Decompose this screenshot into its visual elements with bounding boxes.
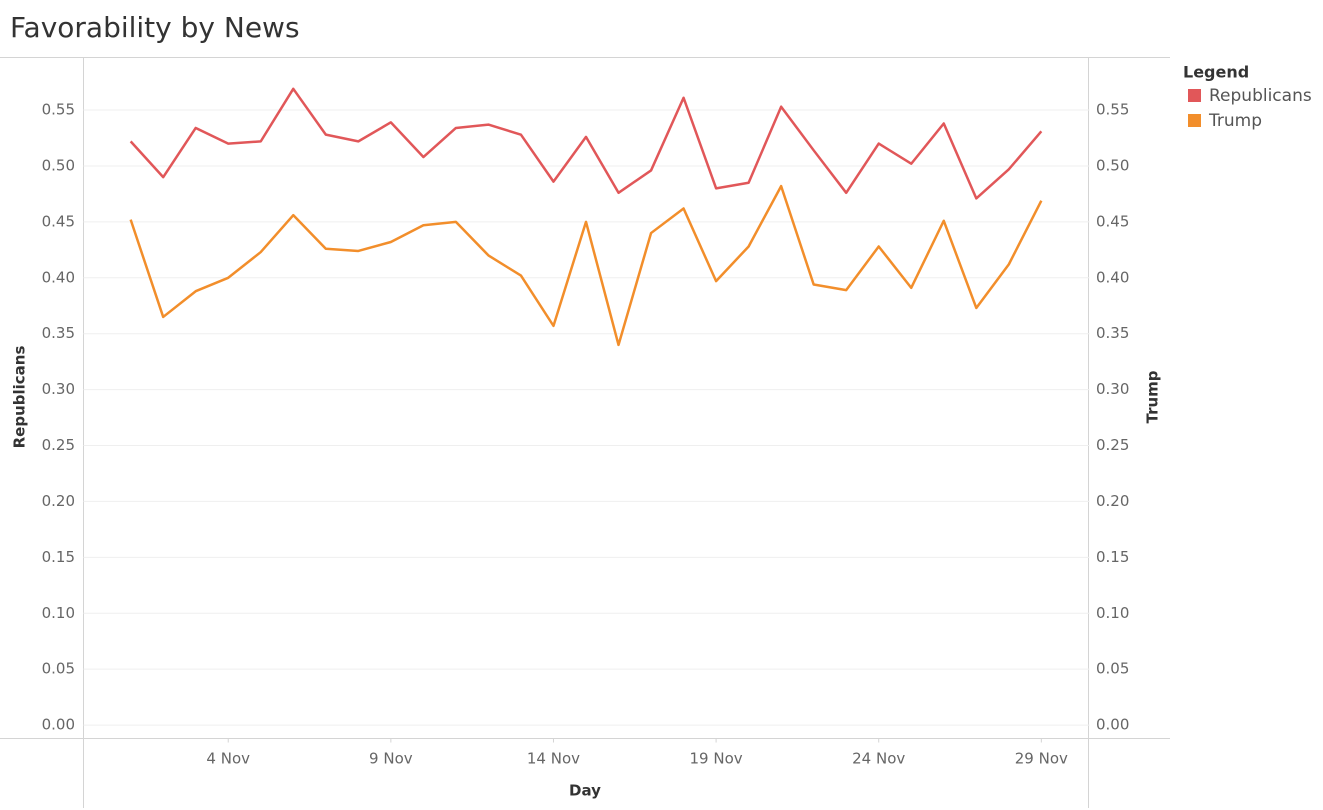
legend-title: Legend	[1183, 63, 1249, 82]
y2-tick-label: 0.05	[1096, 660, 1129, 678]
y-tick-label: 0.30	[42, 380, 75, 398]
y-tick-label: 0.35	[42, 324, 75, 342]
x-tick-label: 4 Nov	[206, 750, 250, 768]
legend-swatch	[1188, 114, 1201, 127]
x-tick-label: 29 Nov	[1015, 750, 1068, 768]
series-line	[129, 87, 1043, 200]
y-tick-label: 0.50	[42, 156, 75, 174]
legend-label: Republicans	[1209, 86, 1312, 106]
y2-tick-label: 0.35	[1096, 324, 1129, 342]
y-tick-label: 0.05	[42, 660, 75, 678]
y2-tick-label: 0.25	[1096, 436, 1129, 454]
y-tick-label: 0.25	[42, 436, 75, 454]
chart-title: Favorability by News	[10, 11, 300, 44]
y-tick-label: 0.15	[42, 548, 75, 566]
y-tick-label: 0.00	[42, 716, 75, 734]
y2-tick-label: 0.50	[1096, 156, 1129, 174]
x-tick-label: 24 Nov	[852, 750, 905, 768]
y2-tick-label: 0.00	[1096, 716, 1129, 734]
y-tick-label: 0.20	[42, 492, 75, 510]
y2-tick-label: 0.40	[1096, 268, 1129, 286]
y2-tick-label: 0.30	[1096, 380, 1129, 398]
y2-tick-label: 0.20	[1096, 492, 1129, 510]
y-tick-label: 0.45	[42, 212, 75, 230]
y-tick-label: 0.10	[42, 604, 75, 622]
x-tick-label: 19 Nov	[690, 750, 743, 768]
x-tick-label: 14 Nov	[527, 750, 580, 768]
y-tick-label: 0.55	[42, 101, 75, 119]
series-line	[129, 184, 1043, 347]
y2-tick-label: 0.55	[1096, 101, 1129, 119]
y2-axis-title: Trump	[1144, 370, 1162, 423]
x-tick-label: 9 Nov	[369, 750, 413, 768]
y-axis-title: Republicans	[11, 346, 29, 449]
y2-tick-label: 0.45	[1096, 212, 1129, 230]
legend-label: Trump	[1208, 111, 1262, 131]
x-axis-title: Day	[569, 782, 601, 800]
y-tick-label: 0.40	[42, 268, 75, 286]
legend-swatch	[1188, 89, 1201, 102]
y2-tick-label: 0.15	[1096, 548, 1129, 566]
y2-tick-label: 0.10	[1096, 604, 1129, 622]
